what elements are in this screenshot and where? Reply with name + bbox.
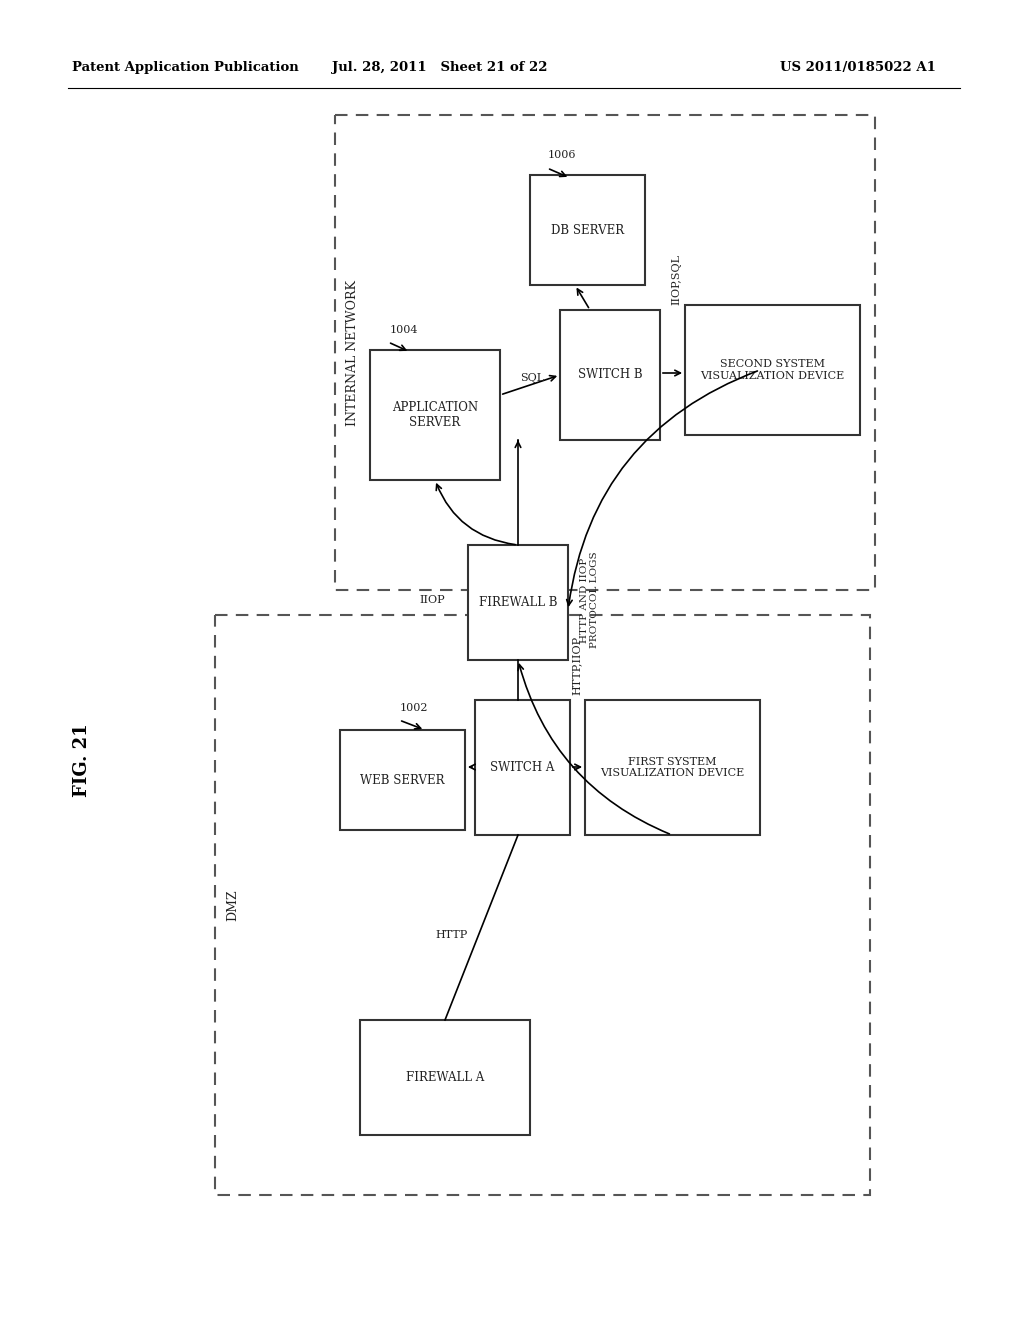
Bar [370,350,500,480]
Text: SECOND SYSTEM
VISUALIZATION DEVICE: SECOND SYSTEM VISUALIZATION DEVICE [700,359,845,380]
Bar [530,176,645,285]
Text: Patent Application Publication: Patent Application Publication [72,62,299,74]
Text: SWITCH A: SWITCH A [490,762,555,774]
Text: 1006: 1006 [548,150,577,160]
Bar [468,545,568,660]
Text: 1004: 1004 [390,325,419,335]
Text: FIREWALL B: FIREWALL B [479,597,557,609]
Text: SWITCH B: SWITCH B [578,368,642,381]
Text: US 2011/0185022 A1: US 2011/0185022 A1 [780,62,936,74]
Bar [560,310,660,440]
Text: DMZ: DMZ [226,890,240,921]
Text: IIOP: IIOP [420,595,445,605]
Text: HTTP,IIOP: HTTP,IIOP [572,636,582,696]
Bar [475,700,570,836]
Text: WEB SERVER: WEB SERVER [360,774,444,787]
Bar [685,305,860,436]
Bar [340,730,465,830]
Bar [360,1020,530,1135]
Text: FIG. 21: FIG. 21 [73,723,91,797]
Text: APPLICATION
SERVER: APPLICATION SERVER [392,401,478,429]
Text: FIREWALL A: FIREWALL A [406,1071,484,1084]
Bar [335,115,874,590]
Bar [585,700,760,836]
Text: IIOP,SQL: IIOP,SQL [671,253,681,305]
Bar [215,615,870,1195]
Text: INTERNAL NETWORK: INTERNAL NETWORK [346,280,359,425]
Text: 1002: 1002 [400,704,428,713]
Text: SQL: SQL [520,374,544,383]
Text: HTTP: HTTP [436,931,468,940]
Text: DB SERVER: DB SERVER [551,223,624,236]
Text: FIRST SYSTEM
VISUALIZATION DEVICE: FIRST SYSTEM VISUALIZATION DEVICE [600,756,744,779]
Text: Jul. 28, 2011   Sheet 21 of 22: Jul. 28, 2011 Sheet 21 of 22 [332,62,548,74]
Text: HTTP AND IIOP
PROTOCOL LOGS: HTTP AND IIOP PROTOCOL LOGS [580,552,599,648]
